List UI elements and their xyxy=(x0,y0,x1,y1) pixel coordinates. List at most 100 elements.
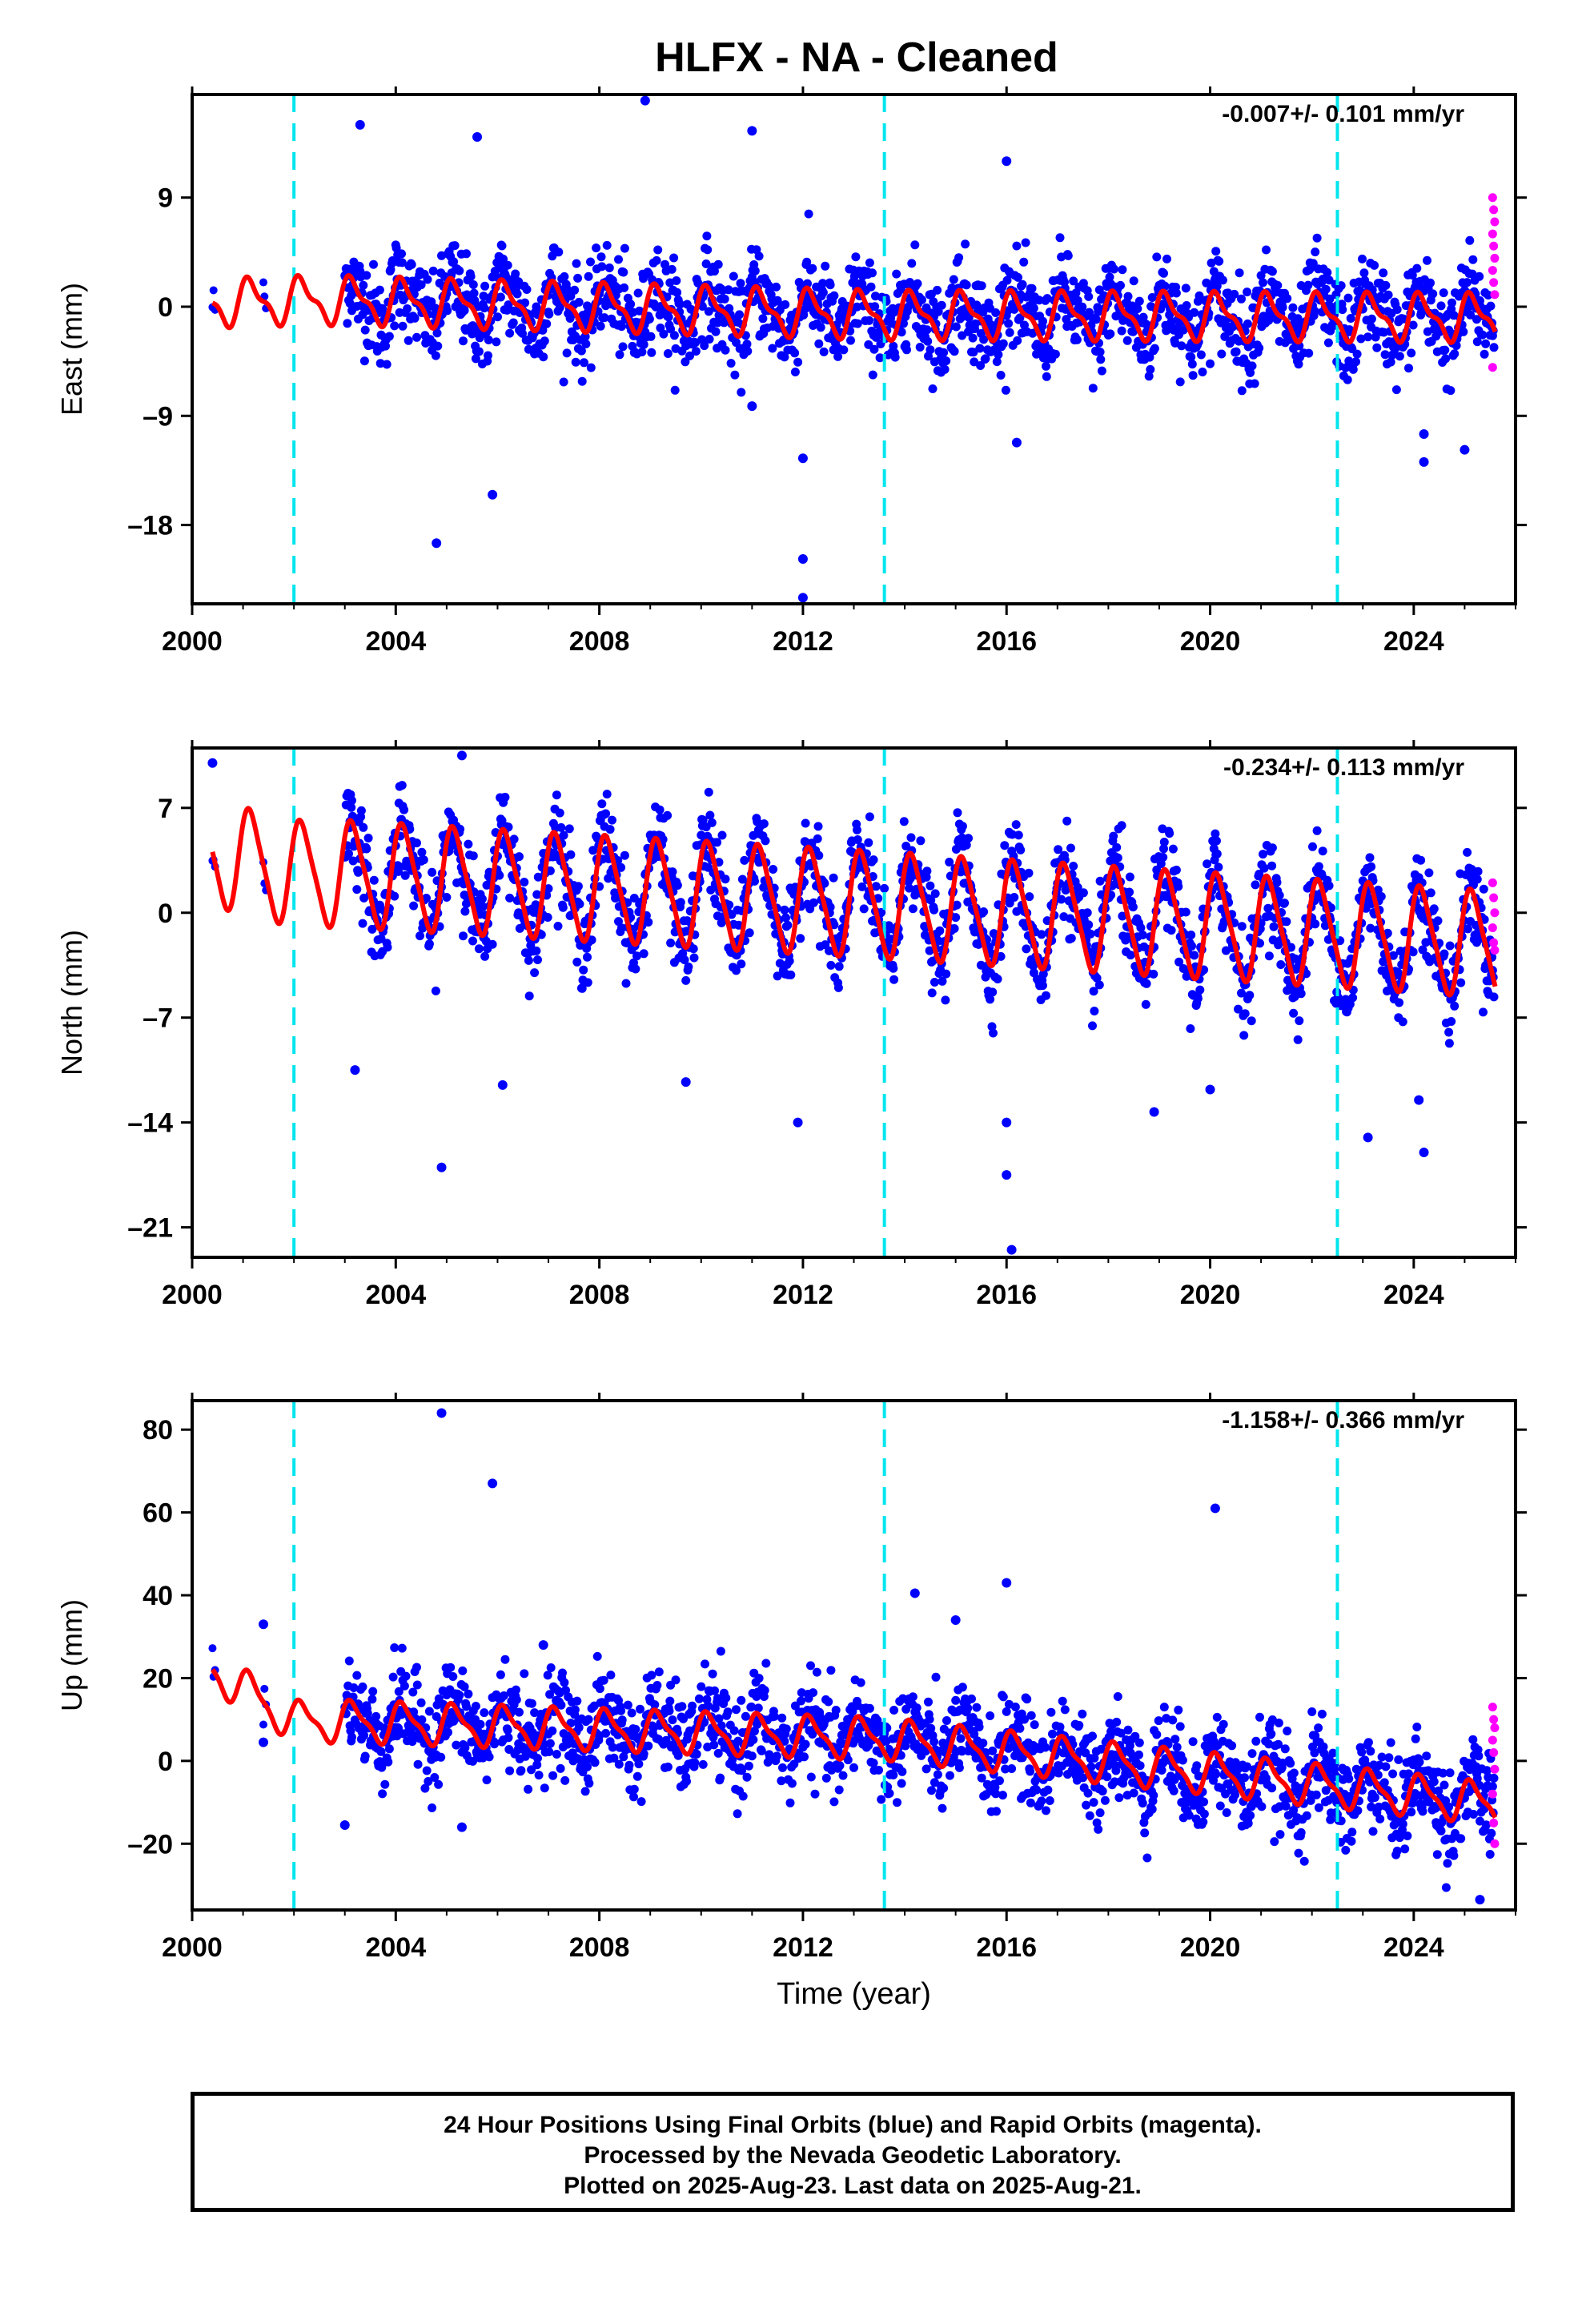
data-point xyxy=(986,1711,995,1720)
data-point xyxy=(1287,943,1295,952)
data-point xyxy=(988,1746,998,1755)
data-point xyxy=(1092,973,1102,983)
data-point xyxy=(747,1751,757,1761)
data-point xyxy=(1186,352,1196,362)
data-point xyxy=(381,341,391,351)
rapid-point xyxy=(1490,946,1500,955)
data-point xyxy=(384,332,394,341)
data-point xyxy=(750,266,760,275)
data-point xyxy=(1110,264,1118,274)
data-point xyxy=(367,1695,377,1704)
data-point xyxy=(530,968,540,978)
data-point xyxy=(367,924,377,934)
data-point xyxy=(584,1715,593,1724)
data-point xyxy=(1463,924,1472,934)
rapid-orbit-points xyxy=(1488,193,1500,372)
data-point xyxy=(559,377,568,387)
data-point xyxy=(260,1684,269,1693)
data-point xyxy=(865,258,874,267)
data-point xyxy=(356,806,366,815)
outlier-point xyxy=(640,95,650,106)
data-point xyxy=(710,1686,719,1695)
data-point xyxy=(412,838,421,848)
data-point xyxy=(1010,1703,1020,1711)
data-point xyxy=(667,264,677,274)
data-point xyxy=(829,920,839,930)
data-point xyxy=(958,822,967,831)
data-point xyxy=(1062,315,1071,324)
data-point xyxy=(637,348,647,356)
data-point xyxy=(732,966,741,975)
data-point xyxy=(632,951,641,961)
data-point xyxy=(584,271,593,281)
data-point xyxy=(524,1784,533,1794)
data-point xyxy=(368,1687,378,1696)
data-point xyxy=(363,834,373,842)
data-point xyxy=(383,1757,393,1767)
data-point xyxy=(979,335,989,344)
data-point xyxy=(865,812,874,822)
data-point xyxy=(512,1685,520,1695)
data-point xyxy=(359,280,368,290)
data-point xyxy=(1069,862,1078,870)
data-point xyxy=(1408,320,1418,330)
data-point xyxy=(1078,888,1088,898)
rapid-point xyxy=(1490,253,1500,263)
data-point xyxy=(926,881,935,891)
data-point xyxy=(533,872,543,882)
data-point xyxy=(1259,850,1267,859)
data-point xyxy=(950,347,959,356)
data-point xyxy=(768,344,777,353)
data-point xyxy=(721,345,730,355)
data-point xyxy=(930,978,939,987)
data-point xyxy=(769,865,778,874)
data-point xyxy=(397,258,407,267)
data-point xyxy=(620,283,629,292)
data-point xyxy=(853,835,862,844)
data-point xyxy=(397,249,406,259)
data-point xyxy=(1264,951,1274,961)
data-point xyxy=(856,1678,865,1687)
data-point xyxy=(684,962,693,971)
data-point xyxy=(1147,293,1157,302)
data-point xyxy=(926,895,936,905)
data-point xyxy=(952,900,962,910)
data-point xyxy=(1063,251,1073,260)
data-point xyxy=(1234,1004,1243,1014)
data-point xyxy=(552,790,561,800)
y-tick-label: –14 xyxy=(127,1108,173,1139)
data-point xyxy=(1045,1796,1054,1805)
data-point xyxy=(953,808,962,818)
data-point xyxy=(976,960,986,970)
data-point xyxy=(1381,280,1391,290)
data-point xyxy=(849,1763,858,1772)
data-point xyxy=(1091,315,1101,324)
data-point xyxy=(556,822,566,832)
data-point xyxy=(1367,862,1376,871)
data-point xyxy=(1282,917,1291,927)
data-point xyxy=(781,300,790,309)
data-point xyxy=(704,787,713,797)
data-point xyxy=(462,249,471,259)
data-point xyxy=(1181,283,1191,293)
data-point xyxy=(1338,305,1347,315)
data-point xyxy=(1094,307,1103,316)
data-point xyxy=(534,1771,544,1780)
data-point xyxy=(738,1791,748,1801)
data-point xyxy=(504,300,513,310)
data-point xyxy=(572,957,582,967)
data-point xyxy=(505,1766,515,1775)
data-point xyxy=(343,319,352,328)
data-point xyxy=(514,908,524,918)
data-point xyxy=(1152,252,1162,262)
data-point xyxy=(596,252,606,262)
data-point xyxy=(398,321,408,331)
data-point xyxy=(1168,844,1178,854)
data-point xyxy=(500,1655,510,1664)
data-point xyxy=(1395,352,1404,361)
data-point xyxy=(1060,1705,1070,1715)
data-point xyxy=(575,899,584,909)
data-point xyxy=(1426,278,1435,287)
data-point xyxy=(400,1681,409,1691)
data-point xyxy=(652,1681,662,1690)
